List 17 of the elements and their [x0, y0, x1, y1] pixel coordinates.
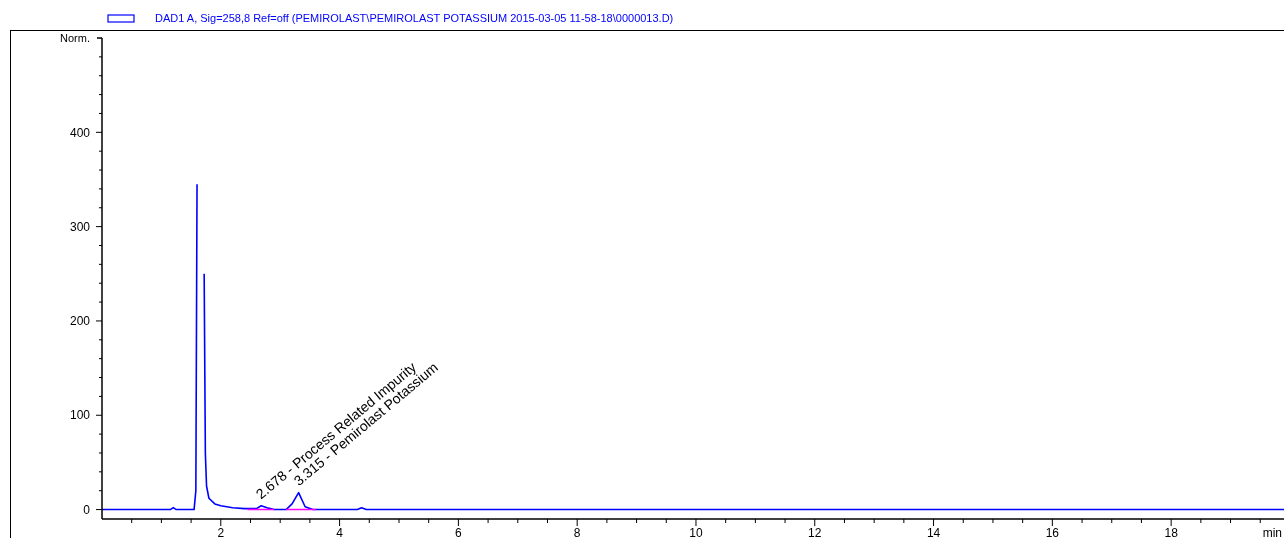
x-tick-label: 4 [336, 526, 344, 538]
x-tick-label: 12 [808, 526, 822, 538]
legend-label: DAD1 A, Sig=258,8 Ref=off (PEMIROLAST\PEMIROLAST POTASSIUM 2015-03-05 11-58-18\0000013.D) [155, 12, 674, 24]
x-tick-label: 10 [689, 526, 703, 538]
x-tick-label: 8 [573, 526, 581, 538]
y-tick-label: 300 [69, 219, 91, 234]
x-tick-label: 16 [1045, 526, 1060, 538]
y-tick-label: 200 [69, 314, 91, 329]
y-axis-title: Norm. [60, 32, 90, 44]
y-tick-label: 100 [69, 408, 91, 423]
x-tick-label: 18 [1164, 526, 1179, 538]
y-tick-label: 400 [69, 125, 91, 140]
y-tick-label: 0 [83, 502, 91, 517]
x-tick-label: 2 [217, 526, 225, 538]
x-axis-title: min [1262, 526, 1282, 538]
x-tick-label: 14 [926, 526, 941, 538]
x-tick-label: 6 [455, 526, 463, 538]
